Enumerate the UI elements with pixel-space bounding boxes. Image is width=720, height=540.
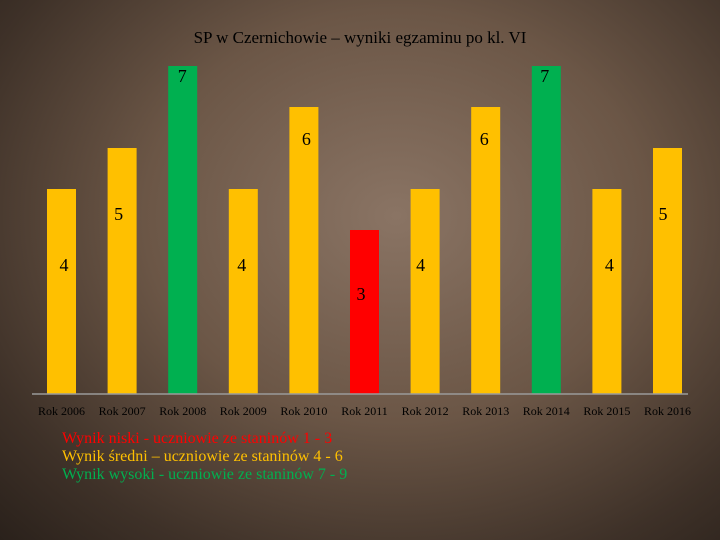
data-label: 6: [480, 129, 489, 149]
data-label: 7: [540, 66, 549, 86]
x-tick-label: Rok 2010: [280, 404, 327, 418]
x-tick-label: Rok 2006: [38, 404, 85, 418]
bar-rok-2012: [410, 189, 440, 394]
data-label: 5: [114, 204, 123, 224]
data-label: 5: [659, 204, 668, 224]
bar-rok-2008: [168, 66, 198, 394]
legend-medium: Wynik średni – uczniowie ze staninów 4 -…: [62, 448, 343, 465]
bar-rok-2016: [653, 148, 682, 394]
x-tick-label: Rok 2014: [523, 404, 570, 418]
x-tick-label: Rok 2015: [583, 404, 630, 418]
bar-rok-2013: [471, 107, 501, 394]
bar-rok-2010: [289, 107, 319, 394]
bar-rok-2006: [47, 189, 76, 394]
x-tick-label: Rok 2012: [402, 404, 449, 418]
legend-low: Wynik niski - uczniowie ze staninów 1 - …: [62, 430, 333, 447]
data-label: 4: [605, 255, 614, 275]
bar-rok-2007: [107, 148, 137, 394]
data-label: 4: [60, 255, 69, 275]
data-label: 3: [357, 284, 366, 304]
bar-rok-2011: [350, 230, 379, 394]
data-label: 6: [302, 129, 311, 149]
data-label: 4: [237, 255, 246, 275]
data-label: 4: [416, 255, 425, 275]
legend-high: Wynik wysoki - uczniowie ze staninów 7 -…: [62, 466, 348, 483]
bar-rok-2015: [592, 189, 622, 394]
chart-title: SP w Czernichowie – wyniki egzaminu po k…: [193, 28, 527, 47]
x-tick-label: Rok 2013: [462, 404, 509, 418]
x-tick-label: Rok 2009: [220, 404, 267, 418]
x-tick-label: Rok 2007: [99, 404, 146, 418]
bar-rok-2009: [228, 189, 258, 394]
x-tick-label: Rok 2008: [159, 404, 206, 418]
legend: Wynik niski - uczniowie ze staninów 1 - …: [62, 430, 347, 484]
data-label: 7: [178, 66, 187, 86]
x-tick-label: Rok 2016: [644, 404, 691, 418]
x-tick-label: Rok 2011: [341, 404, 388, 418]
bar-rok-2014: [531, 66, 561, 394]
